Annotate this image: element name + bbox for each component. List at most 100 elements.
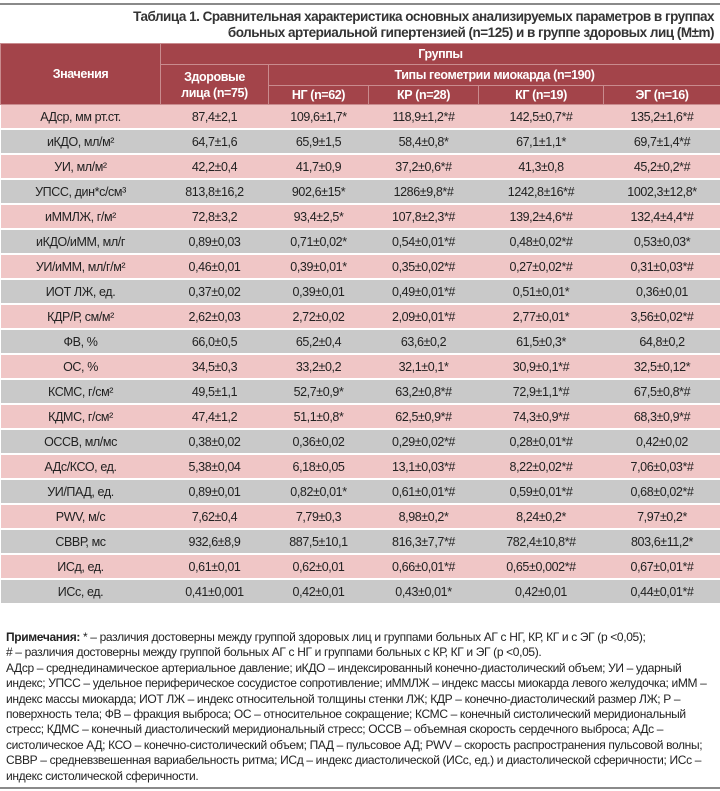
header-healthy: Здоровые лица (n=75): [160, 64, 269, 105]
row-parameter: УИ/иММ, мл/г/м²: [0, 254, 161, 280]
row-value: 34,5±0,3: [160, 354, 269, 380]
row-parameter: ОС, %: [0, 354, 161, 380]
row-parameter: иКДО/иММ, мл/г: [0, 229, 161, 255]
row-value: 0,71±0,02*: [268, 229, 369, 255]
row-value: 30,9±0,1*#: [478, 354, 604, 380]
row-parameter: ИОТ ЛЖ, ед.: [0, 279, 161, 305]
header-eg: ЭГ (n=16): [602, 85, 720, 105]
row-value: 64,8±0,2: [603, 329, 720, 355]
row-value: 782,4±10,8*#: [478, 529, 604, 555]
row-value: 49,5±1,1: [160, 379, 269, 405]
row-value: 41,3±0,8: [478, 154, 604, 180]
header-values: Значения: [0, 43, 161, 105]
row-value: 0,42±0,02: [603, 429, 720, 455]
row-value: 42,2±0,4: [160, 154, 269, 180]
row-value: 0,35±0,02*#: [368, 254, 479, 280]
row-parameter: иММЛЖ, г/м²: [0, 204, 161, 230]
header-groups: Группы: [159, 43, 720, 65]
row-value: 139,2±4,6*#: [478, 204, 604, 230]
row-value: 0,39±0,01: [268, 279, 369, 305]
row-value: 0,49±0,01*#: [368, 279, 479, 305]
row-value: 0,59±0,01*#: [478, 479, 604, 505]
bottom-rule: [0, 787, 720, 789]
row-parameter: ИСд, ед.: [0, 554, 161, 580]
row-value: 63,2±0,8*#: [368, 379, 479, 405]
row-value: 87,4±2,1: [160, 104, 269, 130]
row-parameter: СВВР, мс: [0, 529, 161, 555]
row-value: 37,2±0,6*#: [368, 154, 479, 180]
row-value: 132,4±4,4*#: [603, 204, 720, 230]
row-value: 3,56±0,02*#: [603, 304, 720, 330]
notes-label: Примечания:: [6, 630, 80, 644]
row-parameter: ФВ, %: [0, 329, 161, 355]
table-row: иКДО/иММ, мл/г 0,89±0,03 0,71±0,02* 0,54±0,…: [0, 229, 720, 255]
row-value: 64,7±1,6: [160, 129, 269, 155]
row-value: 0,43±0,01*: [368, 579, 479, 605]
row-value: 0,28±0,01*#: [478, 429, 604, 455]
row-value: 1286±9,8*#: [368, 179, 479, 205]
table-row: АДс/КСО, ед. 5,38±0,04 6,18±0,05 13,1±0,03*…: [0, 454, 720, 480]
row-value: 7,06±0,03*#: [603, 454, 720, 480]
row-value: 61,5±0,3*: [478, 329, 604, 355]
table-row: КДР/Р, см/м² 2,62±0,03 2,72±0,02 2,09±0,01*…: [0, 304, 720, 330]
row-value: 0,38±0,02: [160, 429, 269, 455]
row-value: 887,5±10,1: [268, 529, 369, 555]
row-value: 135,2±1,6*#: [603, 104, 720, 130]
table-row: иММЛЖ, г/м² 72,8±3,2 93,4±2,5* 107,8±2,3*# 1…: [0, 204, 720, 230]
header-ng: НГ (n=62): [268, 85, 369, 105]
row-value: 0,29±0,02*#: [368, 429, 479, 455]
top-rule: [0, 3, 720, 5]
row-parameter: УИ, мл/м²: [0, 154, 161, 180]
row-value: 118,9±1,2*#: [368, 104, 479, 130]
row-value: 0,89±0,01: [160, 479, 269, 505]
row-value: 62,5±0,9*#: [368, 404, 479, 430]
row-value: 2,09±0,01*#: [368, 304, 479, 330]
row-value: 0,44±0,01*#: [603, 579, 720, 605]
row-parameter: КДМС, г/см²: [0, 404, 161, 430]
table-row: ОС, % 34,5±0,3 33,2±0,2 32,1±0,1* 30,9±0,1*#…: [0, 354, 720, 380]
caption-line-1: Таблица 1. Сравнительная характеристика …: [133, 9, 714, 24]
row-value: 0,51±0,01*: [478, 279, 604, 305]
row-value: 72,9±1,1*#: [478, 379, 604, 405]
row-parameter: АДср, мм рт.ст.: [0, 104, 161, 130]
row-value: 0,36±0,01: [603, 279, 720, 305]
row-parameter: УПСС, дин*с/см³: [0, 179, 161, 205]
row-value: 93,4±2,5*: [268, 204, 369, 230]
table-row: СВВР, мс 932,6±8,9 887,5±10,1 816,3±7,7*# 78…: [0, 529, 720, 555]
row-value: 0,46±0,01: [160, 254, 269, 280]
row-value: 0,42±0,01: [268, 579, 369, 605]
row-value: 1242,8±16*#: [478, 179, 604, 205]
row-parameter: ИСс, ед.: [0, 579, 161, 605]
row-value: 0,82±0,01*: [268, 479, 369, 505]
row-value: 32,5±0,12*: [603, 354, 720, 380]
table-row: ИСд, ед. 0,61±0,01 0,62±0,01 0,66±0,01*# 0,6…: [0, 554, 720, 580]
table-caption: Таблица 1. Сравнительная характеристика …: [94, 9, 714, 41]
table-row: УИ/ПАД, ед. 0,89±0,01 0,82±0,01* 0,61±0,01*…: [0, 479, 720, 505]
row-value: 0,62±0,01: [268, 554, 369, 580]
row-value: 52,7±0,9*: [268, 379, 369, 405]
row-value: 0,36±0,02: [268, 429, 369, 455]
row-value: 107,8±2,3*#: [368, 204, 479, 230]
table-row: PWV, м/с 7,62±0,4 7,79±0,3 8,98±0,2* 8,24±0,…: [0, 504, 720, 530]
row-value: 63,6±0,2: [368, 329, 479, 355]
row-value: 13,1±0,03*#: [368, 454, 479, 480]
table-row: ИСс, ед. 0,41±0,001 0,42±0,01 0,43±0,01* 0,4…: [0, 579, 720, 605]
note-star: Примечания: * – различия достоверны межд…: [6, 630, 716, 645]
row-value: 47,4±1,2: [160, 404, 269, 430]
row-value: 69,7±1,4*#: [603, 129, 720, 155]
row-value: 65,2±0,4: [268, 329, 369, 355]
table-row: ИОТ ЛЖ, ед. 0,37±0,02 0,39±0,01 0,49±0,01*#…: [0, 279, 720, 305]
row-value: 142,5±0,7*#: [478, 104, 604, 130]
row-value: 67,5±0,8*#: [603, 379, 720, 405]
table-row: УИ, мл/м² 42,2±0,4 41,7±0,9 37,2±0,6*# 41,3±…: [0, 154, 720, 180]
row-value: 1002,3±12,8*: [603, 179, 720, 205]
row-value: 68,3±0,9*#: [603, 404, 720, 430]
row-value: 0,68±0,02*#: [603, 479, 720, 505]
row-value: 0,61±0,01*#: [368, 479, 479, 505]
row-parameter: иКДО, мл/м²: [0, 129, 161, 155]
notes: Примечания: * – различия достоверны межд…: [6, 630, 716, 784]
table-row: ФВ, % 66,0±0,5 65,2±0,4 63,6±0,2 61,5±0,3* 64…: [0, 329, 720, 355]
row-value: 8,22±0,02*#: [478, 454, 604, 480]
table-row: КСМС, г/см² 49,5±1,1 52,7±0,9* 63,2±0,8*# 72…: [0, 379, 720, 405]
row-value: 0,48±0,02*#: [478, 229, 604, 255]
